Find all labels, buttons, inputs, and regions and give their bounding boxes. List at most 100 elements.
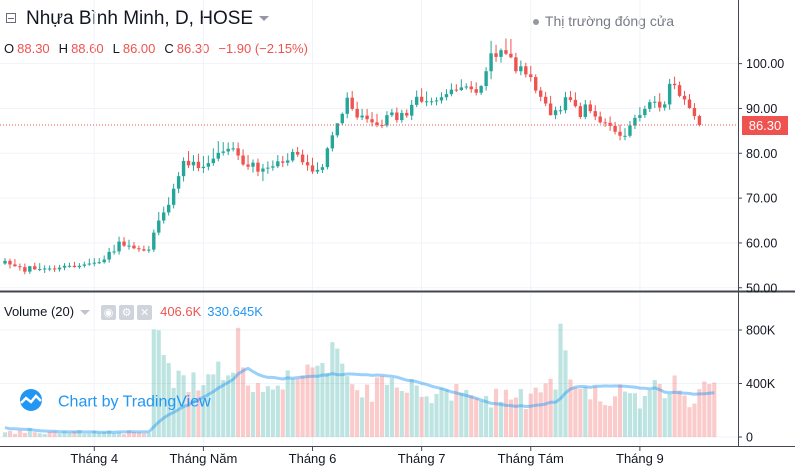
volume-bar [707,383,712,437]
time-tick-label: Tháng Năm [169,451,237,466]
volume-bar [315,365,320,437]
volume-bar [394,387,399,437]
candle-body [489,53,493,72]
candle-body [454,89,459,91]
volume-bar [350,384,355,437]
volume-value: 406.6K [160,304,202,319]
volume-bar [112,433,117,437]
candle-body [593,111,597,117]
volume-bar [622,391,628,437]
candle-body [77,265,82,268]
volume-bar [449,400,454,437]
candle-body [47,268,52,270]
candle-body [231,148,235,150]
candle-body [469,86,473,90]
volume-bar [161,355,166,437]
candle-body [196,161,201,169]
last-price-tag: 86.30 [742,115,788,135]
volume-bar [389,377,394,437]
candle-body [340,113,344,124]
candle-body [653,101,657,103]
candle-body [201,166,206,169]
candle-body [166,204,171,213]
volume-bar [533,387,538,437]
candle-body [13,264,17,267]
candle-body [628,125,632,136]
time-tick-label: Tháng Tám [498,451,564,466]
candle-body [449,89,454,95]
candle-body [142,249,146,251]
candle-body [444,94,449,98]
candle-body [117,241,121,252]
candle-body [206,163,211,167]
volume-bar [613,396,618,437]
collapse-icon[interactable] [6,13,16,23]
candle-body [529,74,533,78]
candle-body [687,99,692,108]
price-tick-label: 60.00 [746,236,777,250]
volume-bar [27,428,32,437]
candle-body [310,165,315,172]
symbol-title[interactable]: Nhựa Bình Minh, D, HOSE [26,8,270,30]
volume-bar [250,392,256,437]
volume-bar [156,330,161,437]
time-tick-label: Tháng 9 [616,451,664,466]
volume-bar [459,392,464,437]
candle-body [102,259,106,263]
volume-bar [444,389,449,437]
volume-chevron-down-icon[interactable] [80,310,91,316]
volume-bar [300,375,305,437]
eye-icon[interactable]: ◉ [101,305,117,321]
volume-bar [131,432,137,437]
candle-body [147,249,151,251]
candle-body [692,108,697,117]
volume-legend: Volume (20) ◉ ⚙ ✕ 406.6K 330.645K [4,304,263,322]
candle-body [365,115,369,120]
volume-bar [667,394,672,437]
candle-body [107,251,111,260]
volume-bar [12,433,17,437]
volume-tick-label: 800K [746,324,776,338]
volume-bar [642,395,647,437]
candle-body [152,232,156,250]
candle-body [236,148,240,156]
candle-body [241,155,245,165]
candle-body [543,96,548,104]
candle-body [137,248,141,250]
volume-bar [2,432,8,437]
volume-bar [181,375,186,437]
candle-body [658,101,662,108]
volume-bar [67,432,72,437]
ohlc-close-label: C [164,41,174,56]
volume-bar [583,386,588,437]
ohlc-high-value: 88.60 [71,41,104,56]
candle-body [162,212,166,221]
volume-bar [236,327,241,437]
volume-bar [548,378,553,437]
candle-body [246,164,250,167]
candle-body [226,148,230,152]
volume-bar [434,393,439,437]
tradingview-watermark[interactable]: Chart by TradingView [14,388,211,417]
candle-body [23,267,27,272]
candle-body [638,115,642,118]
chevron-down-icon[interactable] [259,16,270,22]
time-tick-label: Tháng 6 [289,451,337,466]
volume-bar [102,432,107,437]
candle-body [608,122,612,126]
volume-bar [479,401,484,437]
gear-icon[interactable]: ⚙ [119,305,135,321]
price-tick-label: 80.00 [746,147,777,161]
volume-bar [355,390,360,437]
volume-bar [409,379,414,437]
close-icon[interactable]: ✕ [137,305,153,321]
candle-body [87,263,92,265]
candle-body [474,89,478,93]
candle-body [429,101,434,103]
candle-body [538,90,543,97]
volume-bar [374,377,380,437]
candle-body [157,220,161,233]
volume-ma-line [4,366,715,434]
volume-bar [117,432,122,437]
